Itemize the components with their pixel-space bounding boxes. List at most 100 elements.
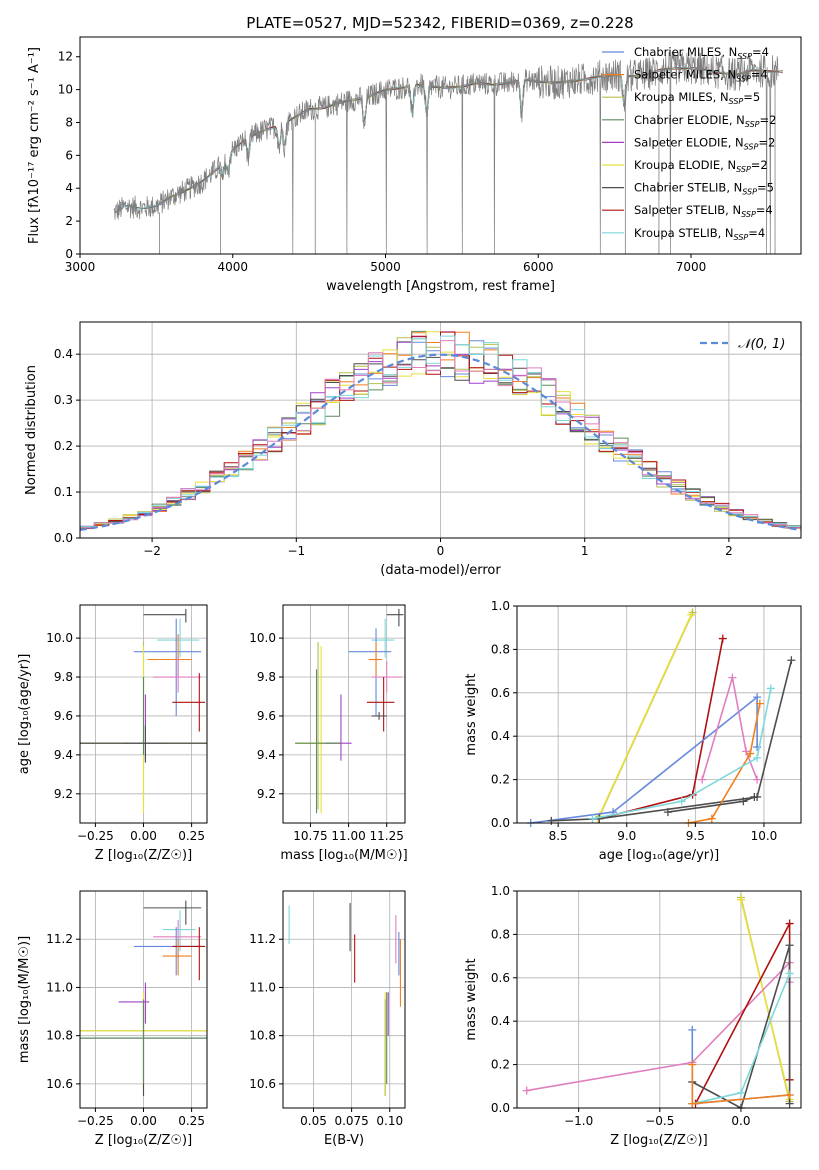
mass-weight-marker xyxy=(755,699,764,708)
mass-weight-marker xyxy=(736,895,745,904)
y-tick-label: 2 xyxy=(65,214,73,228)
x-axis-label: Z [log₁₀(Z/Z☉)] xyxy=(610,1133,707,1148)
legend-label-value: =4 xyxy=(756,203,773,217)
x-tick-label: 10.75 xyxy=(293,829,327,843)
x-tick-label: 0.075 xyxy=(334,1114,368,1128)
x-tick-label: 11.25 xyxy=(370,829,404,843)
x-tick-label: 4000 xyxy=(217,260,248,274)
mass-weight-line xyxy=(597,614,692,820)
y-tick-label: 10.0 xyxy=(249,631,276,645)
x-axis-label: Z [log₁₀(Z/Z☉)] xyxy=(95,848,192,863)
legend-label-text: Salpeter STELIB, N xyxy=(634,203,741,217)
mass-weight-marker xyxy=(736,1088,745,1097)
y-tick-label: 0.3 xyxy=(54,393,73,407)
mass-weight-marker xyxy=(787,656,796,665)
y-axis-label: mass weight xyxy=(464,958,479,1040)
y-tick-label: 11.2 xyxy=(249,932,276,946)
mass-weight-marker xyxy=(766,684,775,693)
mass-weight-marker xyxy=(663,808,672,817)
legend-label-text: Chabrier ELODIE, N xyxy=(634,113,745,127)
legend-label-subscript: SSP xyxy=(736,75,751,84)
axes-frame xyxy=(282,604,406,824)
legend-label: Kroupa STELIB, NSSP=4 xyxy=(634,226,765,242)
y-axis-label: Flux [fλ10⁻¹⁷ erg cm⁻² s⁻¹ A⁻¹] xyxy=(27,47,42,244)
y-tick-label: 0.4 xyxy=(491,1014,510,1028)
x-tick-label: 0.00 xyxy=(130,1114,157,1128)
axes-frame xyxy=(516,605,802,824)
legend-label-text: Chabrier MILES, N xyxy=(634,45,737,59)
y-tick-label: 9.2 xyxy=(54,787,73,801)
mass-weight-line xyxy=(592,688,772,820)
legend-label: Chabrier ELODIE, NSSP=2 xyxy=(634,113,776,129)
y-tick-label: 0.6 xyxy=(491,971,510,985)
mass-weight-marker xyxy=(522,1086,531,1095)
legend-label-text: Kroupa STELIB, N xyxy=(634,226,734,240)
age-vs-metallicity-panel: −0.25 0.00 0.25 9.2 9.4 9.6 9.8 10.0 Z [log₁₀(Z/… xyxy=(17,604,208,863)
mass-weight-marker xyxy=(687,610,696,619)
mass-weight-marker xyxy=(746,749,755,758)
mass-weight-marker xyxy=(750,792,759,801)
legend-label-subscript: SSP xyxy=(734,233,749,242)
residuals-panel: −2 −1 0 1 2 0.0 0.1 0.2 0.3 0.4 (data-model)/error… xyxy=(24,321,802,578)
mass-weight-line xyxy=(740,899,791,1100)
legend-label: Kroupa MILES, NSSP=5 xyxy=(634,90,760,106)
y-tick-label: 9.4 xyxy=(257,748,276,762)
mass-weight-marker xyxy=(688,1099,697,1108)
mass-weight-marker xyxy=(707,814,716,823)
legend-label: Chabrier STELIB, NSSP=5 xyxy=(634,181,774,197)
axes-frame xyxy=(282,890,406,1109)
mass-weight-marker xyxy=(588,814,597,823)
mass-weight-line xyxy=(688,703,761,823)
y-tick-label: 12 xyxy=(58,50,73,64)
y-tick-label: 10.6 xyxy=(46,1077,73,1091)
x-tick-label: 1 xyxy=(581,544,589,558)
x-axis-label: (data-model)/error xyxy=(380,563,501,578)
legend-label-text: Chabrier STELIB, N xyxy=(634,181,742,195)
y-axis-label: age [log₁₀(age/yr)] xyxy=(17,654,32,775)
y-tick-label: 0.0 xyxy=(491,1101,510,1115)
mass-weight-marker xyxy=(785,941,794,950)
x-tick-label: 9.5 xyxy=(686,829,705,843)
y-tick-label: 10.0 xyxy=(46,631,73,645)
x-tick-label: 0.25 xyxy=(178,1114,205,1128)
x-tick-label: 2 xyxy=(725,544,733,558)
legend-label-value: =2 xyxy=(758,135,775,149)
legend-label: Salpeter MILES, NSSP=4 xyxy=(634,68,768,84)
legend-label-value: =2 xyxy=(760,113,777,127)
normal-curve xyxy=(79,353,802,531)
legend-label: Kroupa ELODIE, NSSP=2 xyxy=(634,158,768,174)
legend-label: Chabrier MILES, NSSP=4 xyxy=(634,45,769,61)
x-tick-label: 10.0 xyxy=(751,829,778,843)
legend-label: 𝒩(0, 1) xyxy=(738,337,785,352)
figure-title: PLATE=0527, MJD=52342, FIBERID=0369, z=0… xyxy=(246,14,633,32)
mass-weight-marker xyxy=(547,816,556,825)
x-tick-label: −1 xyxy=(287,544,305,558)
legend-label-subscript: SSP xyxy=(742,188,757,197)
mass-weight-marker xyxy=(785,919,794,928)
mass-weight-marker xyxy=(742,747,751,756)
x-tick-label: 8.5 xyxy=(549,829,568,843)
y-tick-label: 1.0 xyxy=(491,599,510,613)
x-tick-label: −0.5 xyxy=(645,1114,674,1128)
x-tick-label: 0.10 xyxy=(376,1114,403,1128)
y-tick-label: 4 xyxy=(65,181,73,195)
y-tick-label: 11.2 xyxy=(46,932,73,946)
x-tick-label: 0.25 xyxy=(178,829,205,843)
x-axis-label: wavelength [Angstrom, rest frame] xyxy=(326,279,555,294)
y-tick-label: 0.2 xyxy=(54,439,73,453)
legend-label-text: Salpeter MILES, N xyxy=(634,68,736,82)
y-tick-label: 9.4 xyxy=(54,748,73,762)
y-tick-label: 9.8 xyxy=(54,670,73,684)
legend-label-value: =2 xyxy=(751,158,768,172)
x-tick-label: 7000 xyxy=(676,260,707,274)
x-axis-label: E(B-V) xyxy=(324,1133,364,1148)
y-tick-label: 9.8 xyxy=(257,670,276,684)
y-tick-label: 9.2 xyxy=(257,787,276,801)
y-tick-label: 0.2 xyxy=(491,1058,510,1072)
y-tick-label: 0.0 xyxy=(54,531,73,545)
x-tick-label: 3000 xyxy=(65,260,96,274)
y-tick-label: 8 xyxy=(65,115,73,129)
y-tick-label: 0.6 xyxy=(491,686,510,700)
mass-weight-marker xyxy=(728,673,737,682)
x-tick-label: −2 xyxy=(143,544,161,558)
